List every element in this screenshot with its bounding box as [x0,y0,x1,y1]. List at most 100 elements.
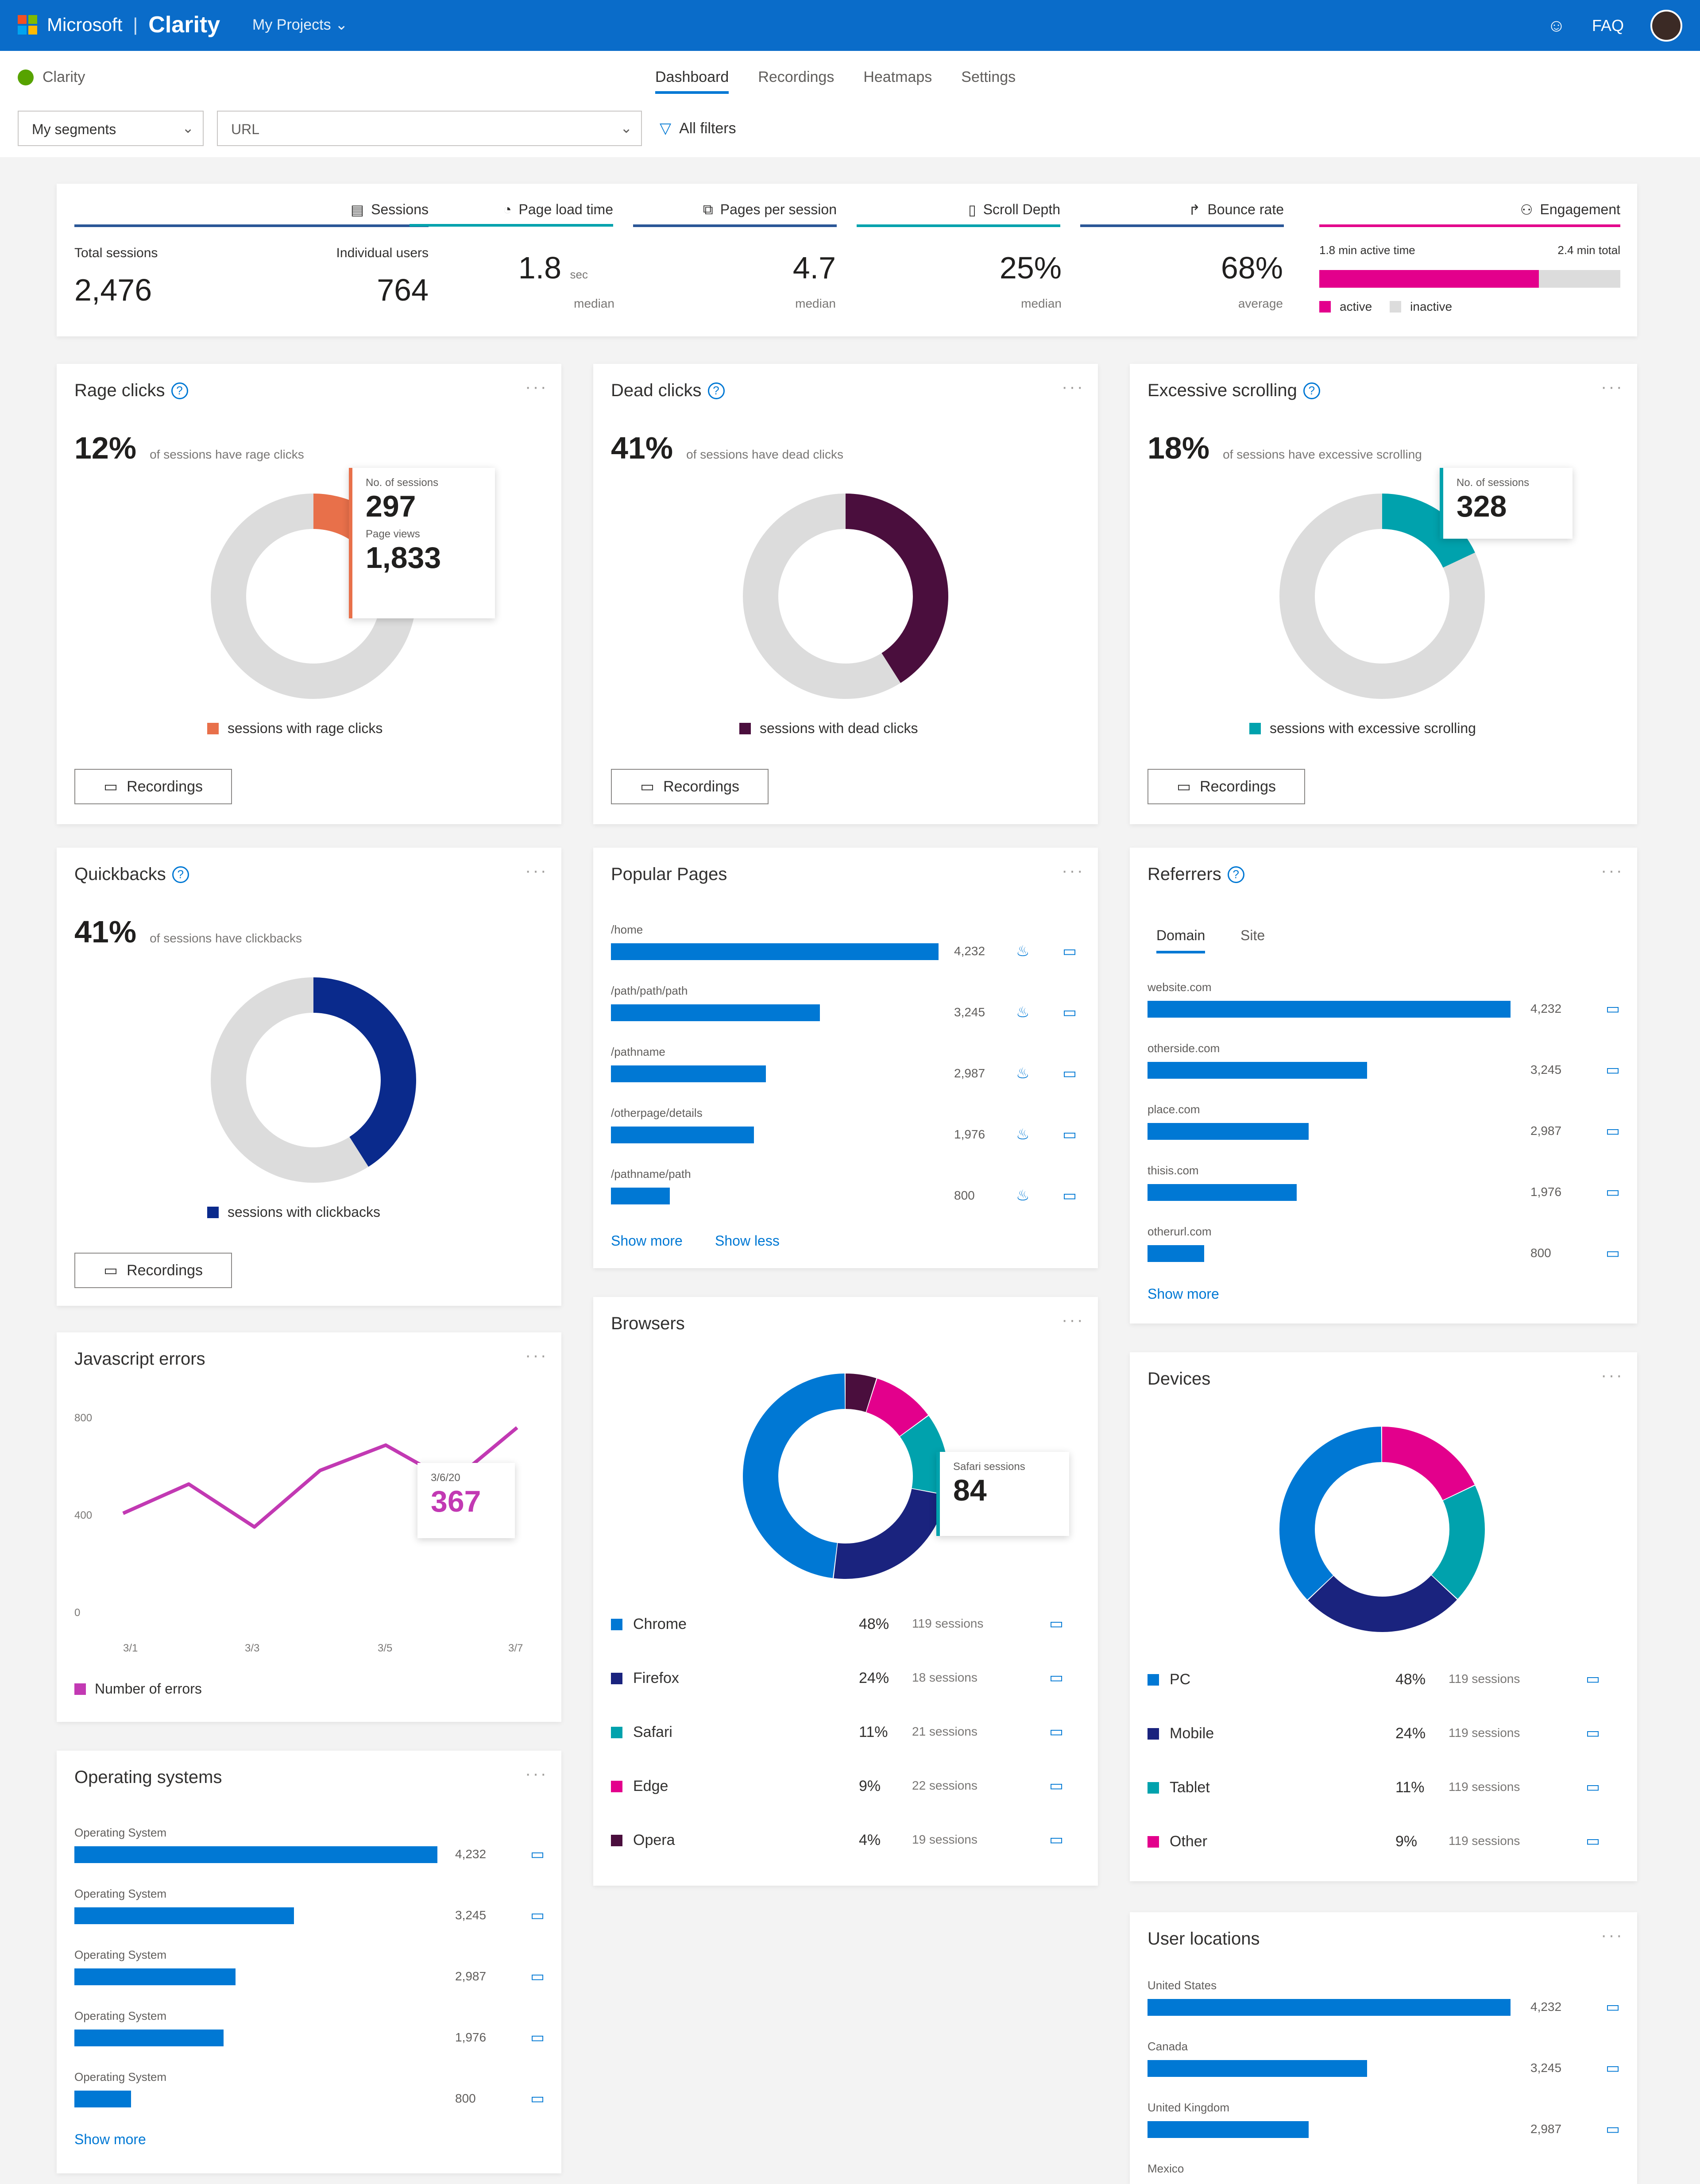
recording-icon[interactable]: ▭ [1062,943,1077,960]
bar-row[interactable]: otherurl.com 800 ▭ [1148,1225,1624,1278]
tab-recordings[interactable]: Recordings [758,69,835,85]
show-more-link[interactable]: Show more [74,2131,146,2147]
show-less-link[interactable]: Show less [715,1233,780,1249]
heatmap-icon[interactable]: ♨ [1016,1004,1030,1021]
info-icon[interactable]: ? [172,866,189,883]
heatmap-icon[interactable]: ♨ [1016,1187,1030,1204]
bar-row[interactable]: Operating System 3,245 ▭ [74,1887,548,1940]
bar-row[interactable]: Mexico [1148,2162,1624,2184]
more-options-icon[interactable]: ··· [1601,861,1624,880]
bar-row[interactable]: /pathname/path 800 ♨ ▭ [611,1167,1085,1220]
legend-row[interactable]: Firefox 24% 18 sessions ▭ [611,1669,1085,1696]
recording-icon[interactable]: ▭ [1606,1245,1620,1262]
more-options-icon[interactable]: ··· [1062,1310,1085,1330]
bar-row[interactable]: Operating System 2,987 ▭ [74,1948,548,2001]
heatmap-icon[interactable]: ♨ [1016,1065,1030,1082]
recording-icon[interactable]: ▭ [1049,1669,1064,1686]
help-icon[interactable]: ☺ [1547,15,1565,35]
recording-icon[interactable]: ▭ [1606,1061,1620,1078]
bar-value: 4,232 [1530,2000,1562,2014]
url-filter-dropdown[interactable]: URL ⌄ [217,111,642,146]
bar-row[interactable]: United Kingdom 2,987 ▭ [1148,2101,1624,2154]
recording-icon[interactable]: ▭ [1606,1999,1620,2015]
info-icon[interactable]: ? [171,382,188,399]
bar-row[interactable]: /home 4,232 ♨ ▭ [611,923,1085,976]
more-options-icon[interactable]: ··· [1601,377,1624,397]
info-icon[interactable]: ? [1227,866,1244,883]
legend-row[interactable]: Other 9% 119 sessions ▭ [1148,1833,1624,1860]
heatmap-icon[interactable]: ♨ [1016,943,1030,960]
bar-row[interactable]: Operating System 4,232 ▭ [74,1826,548,1879]
recording-icon[interactable]: ▭ [1049,1723,1064,1740]
bar-row[interactable]: thisis.com 1,976 ▭ [1148,1164,1624,1217]
recording-icon[interactable]: ▭ [1606,1123,1620,1139]
heatmap-icon[interactable]: ♨ [1016,1126,1030,1143]
recording-icon[interactable]: ▭ [1606,1000,1620,1017]
tab-settings[interactable]: Settings [961,69,1016,85]
dead-recordings-button[interactable]: ▭ Recordings [611,769,769,804]
more-options-icon[interactable]: ··· [525,1346,548,1365]
legend-row[interactable]: PC 48% 119 sessions ▭ [1148,1671,1624,1698]
recording-icon[interactable]: ▭ [1586,1833,1600,1849]
tab-site[interactable]: Site [1240,927,1265,943]
info-icon[interactable]: ? [1303,382,1320,399]
recording-icon[interactable]: ▭ [1049,1777,1064,1794]
recording-icon[interactable]: ▭ [1062,1126,1077,1143]
more-options-icon[interactable]: ··· [525,861,548,880]
bar-row[interactable]: /otherpage/details 1,976 ♨ ▭ [611,1106,1085,1159]
recording-icon[interactable]: ▭ [1586,1725,1600,1741]
faq-link[interactable]: FAQ [1592,16,1624,35]
more-options-icon[interactable]: ··· [525,1764,548,1783]
more-options-icon[interactable]: ··· [1062,861,1085,880]
info-icon[interactable]: ? [707,382,725,399]
bar-row[interactable]: Operating System 800 ▭ [74,2070,548,2123]
recording-icon[interactable]: ▭ [1586,1671,1600,1687]
tab-domain[interactable]: Domain [1156,927,1205,953]
quickbacks-recordings-button[interactable]: ▭ Recordings [74,1253,232,1288]
tab-heatmaps[interactable]: Heatmaps [863,69,932,85]
recording-icon[interactable]: ▭ [530,1968,545,1985]
recording-icon[interactable]: ▭ [530,2029,545,2046]
more-options-icon[interactable]: ··· [1601,1366,1624,1385]
segments-dropdown[interactable]: My segments ⌄ [18,111,204,146]
bar-row[interactable]: otherside.com 3,245 ▭ [1148,1042,1624,1095]
recording-icon[interactable]: ▭ [1062,1187,1077,1204]
recording-icon[interactable]: ▭ [1606,2121,1620,2138]
bar-row[interactable]: Operating System 1,976 ▭ [74,2009,548,2062]
recording-icon[interactable]: ▭ [530,2090,545,2107]
more-options-icon[interactable]: ··· [525,377,548,397]
tab-dashboard[interactable]: Dashboard [655,69,729,94]
excessive-recordings-button[interactable]: ▭ Recordings [1148,769,1305,804]
more-options-icon[interactable]: ··· [1062,377,1085,397]
recording-icon[interactable]: ▭ [1062,1004,1077,1021]
legend-sessions: 18 sessions [912,1671,978,1684]
recording-icon[interactable]: ▭ [1606,2060,1620,2076]
legend-row[interactable]: Chrome 48% 119 sessions ▭ [611,1615,1085,1642]
legend-row[interactable]: Mobile 24% 119 sessions ▭ [1148,1725,1624,1752]
bar-row[interactable]: Canada 3,245 ▭ [1148,2040,1624,2093]
show-more-link[interactable]: Show more [1148,1286,1219,1302]
recording-icon[interactable]: ▭ [1586,1779,1600,1795]
legend-row[interactable]: Tablet 11% 119 sessions ▭ [1148,1779,1624,1806]
legend-row[interactable]: Opera 4% 19 sessions ▭ [611,1831,1085,1858]
bar-row[interactable]: /pathname 2,987 ♨ ▭ [611,1045,1085,1098]
bar-row[interactable]: website.com 4,232 ▭ [1148,980,1624,1034]
rage-recordings-button[interactable]: ▭ Recordings [74,769,232,804]
avatar[interactable] [1650,10,1682,42]
more-options-icon[interactable]: ··· [1601,1925,1624,1945]
recording-icon[interactable]: ▭ [530,1846,545,1863]
all-filters-button[interactable]: ▽ All filters [660,120,736,137]
bar-row[interactable]: United States 4,232 ▭ [1148,1979,1624,2032]
recording-icon[interactable]: ▭ [1049,1831,1064,1848]
my-projects-menu[interactable]: My Projects ⌄ [252,16,348,33]
recording-icon[interactable]: ▭ [1606,1184,1620,1200]
recording-icon[interactable]: ▭ [1062,1065,1077,1082]
recording-icon[interactable]: ▭ [1049,1615,1064,1632]
show-more-link[interactable]: Show more [611,1233,683,1249]
brand[interactable]: Microsoft | Clarity [18,12,220,38]
bar-row[interactable]: /path/path/path 3,245 ♨ ▭ [611,984,1085,1037]
legend-row[interactable]: Safari 11% 21 sessions ▭ [611,1723,1085,1750]
bar-row[interactable]: place.com 2,987 ▭ [1148,1103,1624,1156]
legend-row[interactable]: Edge 9% 22 sessions ▭ [611,1777,1085,1804]
recording-icon[interactable]: ▭ [530,1907,545,1924]
